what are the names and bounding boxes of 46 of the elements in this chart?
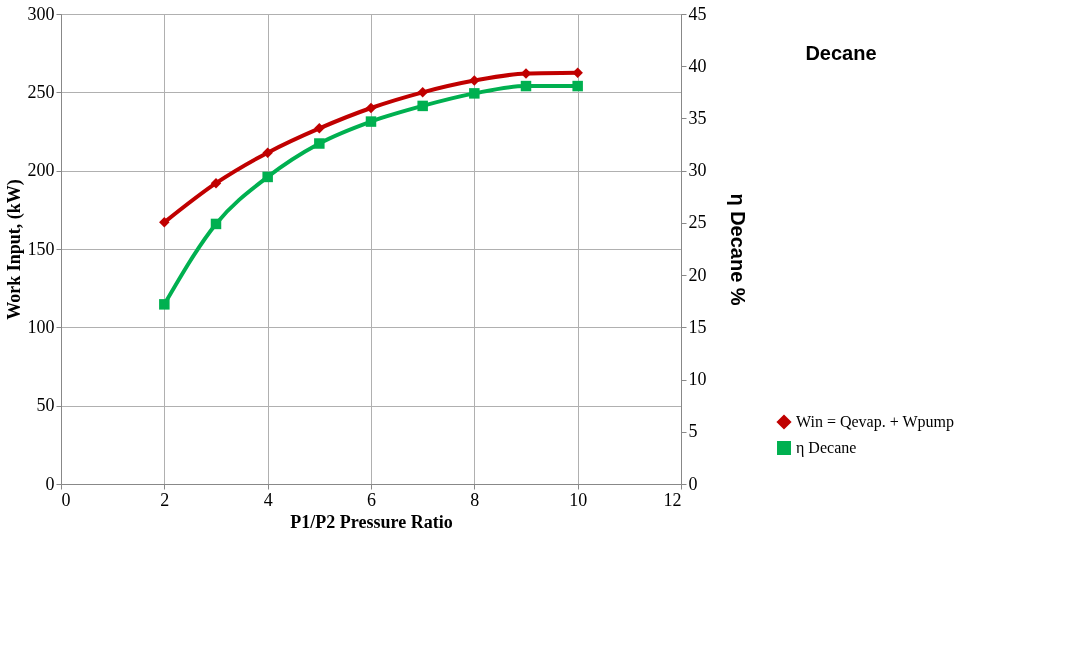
y2-tick-label: 45 xyxy=(688,3,707,24)
y2-tick-label: 20 xyxy=(688,264,707,285)
point xyxy=(314,138,325,149)
point xyxy=(520,80,532,92)
x-tick-label: 0 xyxy=(61,489,71,510)
y-tick-label: 150 xyxy=(27,238,55,259)
y2-tick-label: 40 xyxy=(688,55,707,76)
y2-tick-label: 10 xyxy=(688,369,707,390)
x-tick-label: 6 xyxy=(367,489,376,510)
y-axis-title: Work Input, (kW) xyxy=(3,179,25,320)
y2-tick-label: 30 xyxy=(688,160,707,181)
point xyxy=(365,116,377,127)
point xyxy=(210,177,222,189)
x-tick-label: 2 xyxy=(160,489,170,510)
y2-tick-label: 35 xyxy=(688,107,707,128)
legend-label: η Decane xyxy=(796,439,857,457)
y-tick-label: 100 xyxy=(27,316,55,337)
y-tick-label: 250 xyxy=(27,81,55,102)
x-tick-label: 4 xyxy=(263,489,273,510)
text: Decane xyxy=(805,42,877,64)
y-tick-label: 200 xyxy=(27,160,55,181)
y2-tick-label: 25 xyxy=(688,212,707,233)
y2-tick-label: 5 xyxy=(688,421,698,442)
point xyxy=(159,217,170,228)
point xyxy=(262,147,273,158)
point xyxy=(417,100,428,112)
y-tick-label: 0 xyxy=(45,473,55,494)
point xyxy=(210,218,222,230)
point xyxy=(365,102,377,114)
x-tick-label: 10 xyxy=(569,489,588,510)
y2-axis-title: η Decane % xyxy=(726,193,749,306)
point xyxy=(314,123,325,134)
point xyxy=(417,87,428,98)
y2-tick-label: 15 xyxy=(688,316,707,337)
point xyxy=(159,299,170,310)
x-tick-label: 12 xyxy=(663,489,682,510)
legend-label: Win = Qevap. + Wpump xyxy=(796,413,954,431)
point xyxy=(469,75,480,86)
y-tick-label: 50 xyxy=(36,395,55,416)
x-axis-title: P1/P2 Pressure Ratio xyxy=(290,511,453,532)
point xyxy=(262,171,273,183)
point xyxy=(572,80,583,92)
point xyxy=(469,88,480,99)
y2-tick-label: 0 xyxy=(688,473,698,494)
y-tick-label: 300 xyxy=(27,3,55,24)
x-tick-label: 8 xyxy=(470,489,480,510)
